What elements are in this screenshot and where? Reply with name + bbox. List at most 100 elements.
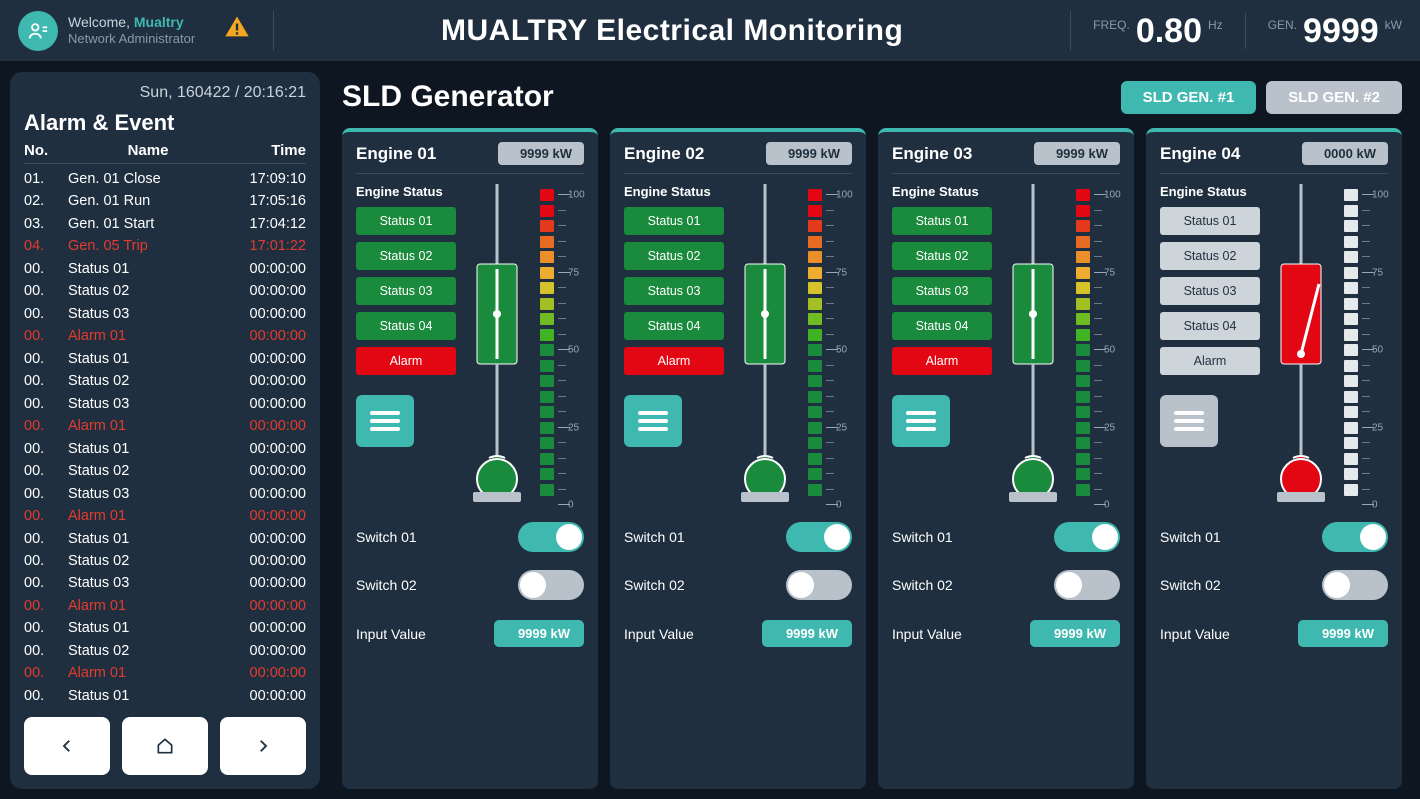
alarm-row[interactable]: 00.Status 0200:00:00 bbox=[24, 640, 306, 662]
input-value[interactable]: 9999 kW bbox=[1030, 620, 1120, 647]
alarm-row[interactable]: 00.Status 0200:00:00 bbox=[24, 550, 306, 572]
engine-menu-button[interactable] bbox=[1160, 395, 1218, 447]
alarm-no: 00. bbox=[24, 595, 68, 617]
alarm-heading: Alarm & Event bbox=[24, 110, 306, 136]
gen-value: 9999 bbox=[1303, 14, 1379, 48]
alarm-row[interactable]: 00.Alarm 0100:00:00 bbox=[24, 325, 306, 347]
alarm-list: 01.Gen. 01 Close17:09:1002.Gen. 01 Run17… bbox=[24, 168, 306, 707]
alarm-no: 00. bbox=[24, 640, 68, 662]
alarm-name: Status 02 bbox=[68, 370, 228, 392]
alarm-name: Gen. 05 Trip bbox=[68, 235, 228, 257]
alarm-time: 00:00:00 bbox=[228, 460, 306, 482]
alarm-time: 00:00:00 bbox=[228, 303, 306, 325]
input-value[interactable]: 9999 kW bbox=[1298, 620, 1388, 647]
alarm-time: 00:00:00 bbox=[228, 258, 306, 280]
alarm-time: 00:00:00 bbox=[228, 572, 306, 594]
gen-label: GEN. bbox=[1268, 14, 1297, 32]
gauge-column: 1007550250 bbox=[806, 184, 852, 504]
alarm-row[interactable]: 00.Status 0100:00:00 bbox=[24, 438, 306, 460]
switch-toggle[interactable] bbox=[786, 570, 852, 600]
input-value[interactable]: 9999 kW bbox=[762, 620, 852, 647]
alarm-row[interactable]: 00.Status 0200:00:00 bbox=[24, 460, 306, 482]
engine-menu-button[interactable] bbox=[624, 395, 682, 447]
engine-menu-button[interactable] bbox=[356, 395, 414, 447]
breaker-icon[interactable] bbox=[1003, 184, 1063, 504]
warning-icon[interactable] bbox=[223, 13, 251, 48]
alarm-row[interactable]: 00.Alarm 0100:00:00 bbox=[24, 662, 306, 684]
alarm-row[interactable]: 00.Status 0100:00:00 bbox=[24, 617, 306, 639]
tab-sld-gen-1[interactable]: SLD GEN. #1 bbox=[1121, 81, 1257, 114]
welcome-label: Welcome, bbox=[68, 14, 130, 30]
nav-home-button[interactable] bbox=[122, 717, 208, 775]
status-pill: Status 01 bbox=[356, 207, 456, 235]
alarm-row[interactable]: 00.Status 0300:00:00 bbox=[24, 572, 306, 594]
alarm-time: 00:00:00 bbox=[228, 393, 306, 415]
input-row: Input Value 9999 kW bbox=[1160, 620, 1388, 647]
breaker-column bbox=[1268, 184, 1334, 504]
alarm-row[interactable]: 04.Gen. 05 Trip17:01:22 bbox=[24, 235, 306, 257]
gen-unit: kW bbox=[1385, 14, 1402, 32]
switch-toggle[interactable] bbox=[518, 522, 584, 552]
alarm-row[interactable]: 01.Gen. 01 Close17:09:10 bbox=[24, 168, 306, 190]
engine-menu-button[interactable] bbox=[892, 395, 950, 447]
engine-kw: 9999 kW bbox=[1034, 142, 1120, 165]
alarm-row[interactable]: 03.Gen. 01 Start17:04:12 bbox=[24, 213, 306, 235]
alarm-name: Status 01 bbox=[68, 348, 228, 370]
alarm-no: 00. bbox=[24, 393, 68, 415]
status-heading: Engine Status bbox=[1160, 184, 1260, 199]
switch-toggle[interactable] bbox=[518, 570, 584, 600]
breaker-icon[interactable] bbox=[735, 184, 795, 504]
alarm-name: Status 02 bbox=[68, 280, 228, 302]
alarm-row[interactable]: 00.Status 0200:00:00 bbox=[24, 370, 306, 392]
alarm-row[interactable]: 00.Alarm 0100:00:00 bbox=[24, 415, 306, 437]
alarm-time: 17:01:22 bbox=[228, 235, 306, 257]
alarm-row[interactable]: 00.Status 0100:00:00 bbox=[24, 348, 306, 370]
tab-sld-gen-2[interactable]: SLD GEN. #2 bbox=[1266, 81, 1402, 114]
alarm-row[interactable]: 00.Status 0300:00:00 bbox=[24, 483, 306, 505]
alarm-no: 00. bbox=[24, 370, 68, 392]
alarm-row[interactable]: 00.Alarm 0100:00:00 bbox=[24, 505, 306, 527]
switch-toggle[interactable] bbox=[786, 522, 852, 552]
input-value[interactable]: 9999 kW bbox=[494, 620, 584, 647]
alarm-name: Status 01 bbox=[68, 438, 228, 460]
alarm-no: 00. bbox=[24, 460, 68, 482]
alarm-name: Status 03 bbox=[68, 483, 228, 505]
switch-toggle[interactable] bbox=[1054, 522, 1120, 552]
nav-prev-button[interactable] bbox=[24, 717, 110, 775]
status-pill: Status 02 bbox=[356, 242, 456, 270]
alarm-row[interactable]: 00.Status 0100:00:00 bbox=[24, 685, 306, 707]
alarm-row[interactable]: 00.Status 0200:00:00 bbox=[24, 280, 306, 302]
alarm-row[interactable]: 00.Status 0300:00:00 bbox=[24, 303, 306, 325]
switch-row: Switch 02 bbox=[624, 570, 852, 600]
avatar-icon[interactable] bbox=[18, 11, 58, 51]
status-pill: Status 01 bbox=[1160, 207, 1260, 235]
alarm-row[interactable]: 02.Gen. 01 Run17:05:16 bbox=[24, 190, 306, 212]
alarm-no: 00. bbox=[24, 415, 68, 437]
alarm-row[interactable]: 00.Status 0300:00:00 bbox=[24, 393, 306, 415]
alarm-no: 00. bbox=[24, 348, 68, 370]
alarm-no: 00. bbox=[24, 325, 68, 347]
load-gauge: 1007550250 bbox=[538, 184, 584, 504]
alarm-no: 00. bbox=[24, 258, 68, 280]
gauge-column: 1007550250 bbox=[538, 184, 584, 504]
switch-label: Switch 02 bbox=[1160, 577, 1221, 593]
switch-label: Switch 02 bbox=[892, 577, 953, 593]
breaker-icon[interactable] bbox=[467, 184, 527, 504]
switch-row: Switch 02 bbox=[892, 570, 1120, 600]
col-time: Time bbox=[228, 142, 306, 159]
switch-toggle[interactable] bbox=[1054, 570, 1120, 600]
status-pill: Status 02 bbox=[1160, 242, 1260, 270]
nav-next-button[interactable] bbox=[220, 717, 306, 775]
page-title: SLD Generator bbox=[342, 80, 554, 114]
col-no: No. bbox=[24, 142, 68, 159]
switch-row: Switch 01 bbox=[892, 522, 1120, 552]
alarm-row[interactable]: 00.Status 0100:00:00 bbox=[24, 258, 306, 280]
alarm-name: Gen. 01 Run bbox=[68, 190, 228, 212]
switch-toggle[interactable] bbox=[1322, 522, 1388, 552]
switch-toggle[interactable] bbox=[1322, 570, 1388, 600]
alarm-no: 00. bbox=[24, 685, 68, 707]
alarm-row[interactable]: 00.Alarm 0100:00:00 bbox=[24, 595, 306, 617]
alarm-row[interactable]: 00.Status 0100:00:00 bbox=[24, 528, 306, 550]
alarm-time: 00:00:00 bbox=[228, 685, 306, 707]
breaker-icon[interactable] bbox=[1271, 184, 1331, 504]
